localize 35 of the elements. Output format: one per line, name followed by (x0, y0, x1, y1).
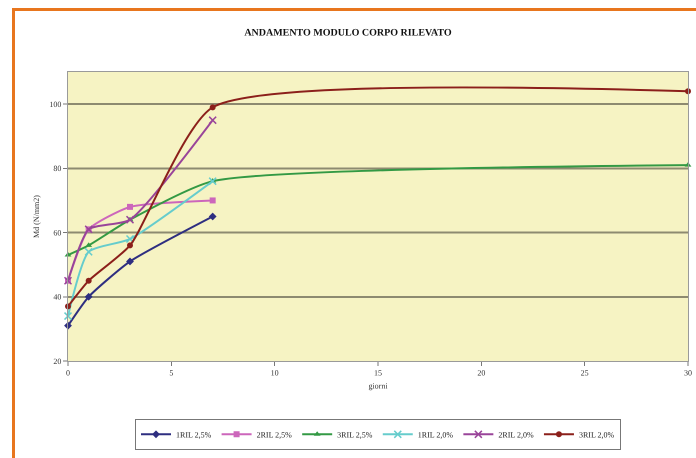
x-tick-label: 10 (270, 368, 279, 378)
x-tick-label: 25 (580, 368, 589, 378)
y-tick-label: 100 (49, 100, 62, 109)
x-tick-label: 30 (684, 368, 692, 378)
point (210, 104, 216, 110)
point (84, 248, 93, 256)
point (210, 197, 216, 204)
x-axis-title: giorni (368, 382, 388, 391)
y-tick-label: 40 (53, 292, 62, 302)
point (126, 258, 134, 266)
point (208, 116, 217, 124)
point (127, 204, 133, 210)
point (84, 292, 93, 301)
point (208, 176, 217, 186)
x-tick-label: 20 (477, 368, 486, 378)
y-tick-label: 60 (53, 228, 62, 238)
y-tick-label: 20 (53, 356, 62, 366)
legend-label: 1RIL 2,0% (418, 430, 454, 440)
x-tick-label: 15 (374, 368, 382, 378)
point (126, 234, 134, 244)
x-tick-label: 0 (66, 368, 70, 378)
legend-label: 2RIL 2,0% (498, 430, 534, 440)
legend-label: 3RIL 2,0% (578, 430, 615, 440)
y-tick-label: 80 (53, 164, 62, 174)
legend-label: 2RIL 2,5% (256, 430, 292, 440)
point (126, 215, 134, 224)
legend-label: 1RIL 2,5% (176, 430, 212, 440)
x-tick-label: 5 (169, 368, 174, 378)
point (64, 312, 72, 320)
legend-label: 3RIL 2,5% (337, 430, 373, 440)
point (86, 278, 92, 284)
y-axis-title: Md (N/mm2) (32, 194, 42, 238)
point (127, 242, 133, 248)
point (208, 212, 217, 220)
chart-title: ANDAMENTO MODULO CORPO RILEVATO (244, 28, 452, 39)
